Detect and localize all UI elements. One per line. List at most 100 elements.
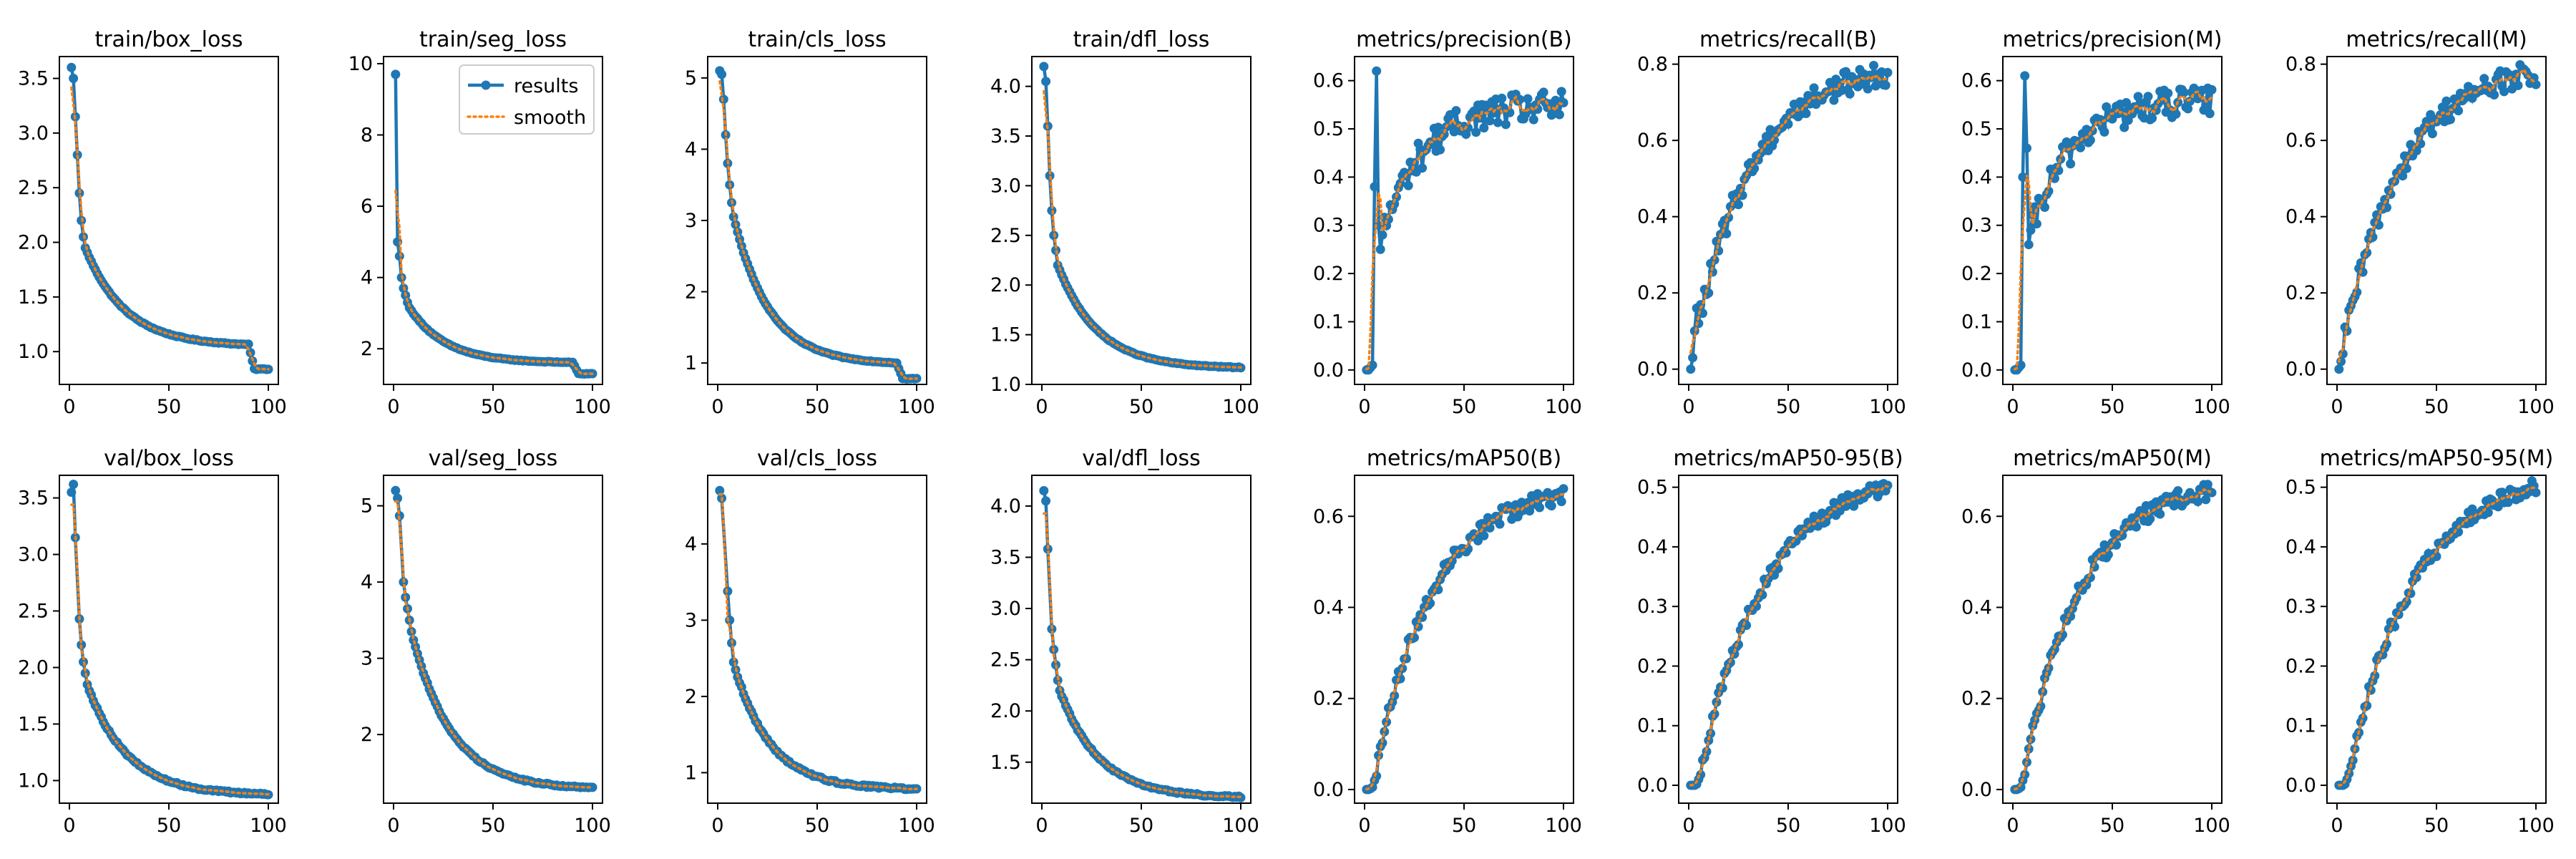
subplot-metrics-map50-95-m: metrics/mAP50-95(M) 0 50 100 0.0 0.1 0.2 0.3 0.4… xyxy=(2285,446,2555,837)
x-tick-label: 100 xyxy=(898,396,935,418)
x-tick-label: 0 xyxy=(2331,396,2343,418)
y-tick-label: 2 xyxy=(361,338,373,360)
results-point xyxy=(1523,94,1533,104)
subplot-title: metrics/recall(B) xyxy=(1699,27,1877,52)
y-tick-label: 0.0 xyxy=(2285,359,2316,381)
results-point xyxy=(1791,536,1801,546)
results-point xyxy=(2119,122,2129,132)
y-tick-label: 0.0 xyxy=(1637,775,1668,797)
y-tick-label: 0.4 xyxy=(1637,206,1668,228)
results-point xyxy=(587,782,597,792)
results-point xyxy=(2099,127,2109,137)
results-point xyxy=(2193,497,2202,507)
results-point xyxy=(1479,123,1489,133)
smooth-line xyxy=(394,189,594,375)
y-tick-label: 3.0 xyxy=(18,544,49,566)
x-tick-label: 0 xyxy=(387,396,399,418)
results-point xyxy=(2022,143,2031,153)
y-tick-label: 3 xyxy=(685,210,697,232)
legend: results smooth xyxy=(459,64,595,135)
x-tick-label: 50 xyxy=(1129,815,1153,837)
results-point xyxy=(1717,683,1727,693)
x-tick-label: 100 xyxy=(1545,396,1582,418)
y-tick-label: 2.0 xyxy=(18,232,49,254)
y-tick-label: 0.1 xyxy=(1637,715,1668,737)
x-tick-label: 100 xyxy=(2193,815,2230,837)
y-tick-label: 4 xyxy=(361,267,373,289)
y-tick-label: 4 xyxy=(685,138,697,160)
smooth-line xyxy=(718,80,918,380)
results-point xyxy=(2076,142,2085,152)
x-tick-label: 100 xyxy=(250,396,287,418)
subplot-title: metrics/mAP50(B) xyxy=(1367,446,1561,471)
y-tick-label: 2.5 xyxy=(18,177,49,199)
results-point xyxy=(1433,585,1443,595)
smooth-line xyxy=(1365,492,1565,791)
y-tick-label: 3.5 xyxy=(18,68,49,90)
y-tick-label: 0.2 xyxy=(2285,282,2316,304)
results-point xyxy=(1041,496,1051,506)
results-point xyxy=(1401,654,1411,664)
results-point xyxy=(1418,163,1428,173)
results-point xyxy=(1495,519,1505,529)
results-point xyxy=(1712,697,1722,707)
results-point xyxy=(1880,80,1890,90)
results-point xyxy=(1556,497,1566,507)
y-tick-label: 1.5 xyxy=(18,286,49,309)
y-tick-label: 2.5 xyxy=(990,649,1021,671)
y-tick-label: 5 xyxy=(361,495,373,518)
x-tick-label: 0 xyxy=(2331,815,2343,837)
results-point xyxy=(1463,123,1473,133)
results-point xyxy=(2531,487,2541,498)
y-tick-label: 2 xyxy=(361,724,373,746)
x-tick-label: 0 xyxy=(1035,815,1048,837)
subplot-title: metrics/precision(M) xyxy=(2003,27,2223,52)
x-tick-label: 50 xyxy=(1776,396,1800,418)
legend-results-marker xyxy=(481,80,491,90)
results-point xyxy=(2054,165,2064,175)
results-point xyxy=(2122,98,2131,107)
y-tick-label: 4 xyxy=(361,571,373,593)
results-point xyxy=(69,480,79,490)
results-point xyxy=(1433,122,1443,132)
y-tick-label: 0.1 xyxy=(1961,311,1992,333)
results-point xyxy=(2503,498,2513,508)
results-point xyxy=(1686,364,1696,374)
results-point xyxy=(717,69,727,79)
y-tick-label: 0.2 xyxy=(1961,263,1992,285)
subplot-title: train/seg_loss xyxy=(419,27,567,52)
x-tick-label: 50 xyxy=(805,396,829,418)
results-point xyxy=(715,485,725,495)
results-point xyxy=(1688,353,1698,363)
results-point xyxy=(2155,509,2165,519)
y-tick-label: 0.3 xyxy=(1637,596,1668,618)
x-tick-label: 0 xyxy=(1358,815,1370,837)
y-tick-label: 2.0 xyxy=(18,656,49,679)
results-point xyxy=(2024,744,2034,754)
x-tick-label: 100 xyxy=(1222,815,1259,837)
y-tick-label: 0.3 xyxy=(2285,596,2316,618)
subplot-val-seg-loss: val/seg_loss 0 50 100 2 3 4 5 xyxy=(361,446,611,837)
smooth-line xyxy=(718,492,918,791)
results-point xyxy=(1367,360,1377,370)
results-point xyxy=(2454,106,2464,116)
results-point xyxy=(1045,171,1055,180)
results-point xyxy=(1863,84,1873,94)
subplot-train-cls-loss: train/cls_loss 0 50 100 1 2 3 4 5 xyxy=(685,27,935,418)
subplot-title: val/seg_loss xyxy=(429,446,558,471)
x-tick-label: 0 xyxy=(2006,396,2019,418)
x-tick-label: 0 xyxy=(1358,396,1370,418)
results-point xyxy=(2201,495,2211,505)
x-tick-label: 50 xyxy=(157,396,181,418)
results-point xyxy=(2133,92,2143,102)
subplot-metrics-map50-m: metrics/mAP50(M) 0 50 100 0.0 0.2 0.4 0.6 xyxy=(1961,446,2230,837)
y-tick-label: 0.4 xyxy=(1961,166,1992,188)
x-tick-label: 0 xyxy=(63,815,75,837)
subplot-title: metrics/mAP50-95(M) xyxy=(2320,446,2554,471)
x-tick-label: 0 xyxy=(1682,396,1694,418)
x-tick-label: 50 xyxy=(2100,396,2124,418)
x-tick-label: 100 xyxy=(1545,815,1582,837)
y-tick-label: 3.0 xyxy=(990,598,1021,620)
